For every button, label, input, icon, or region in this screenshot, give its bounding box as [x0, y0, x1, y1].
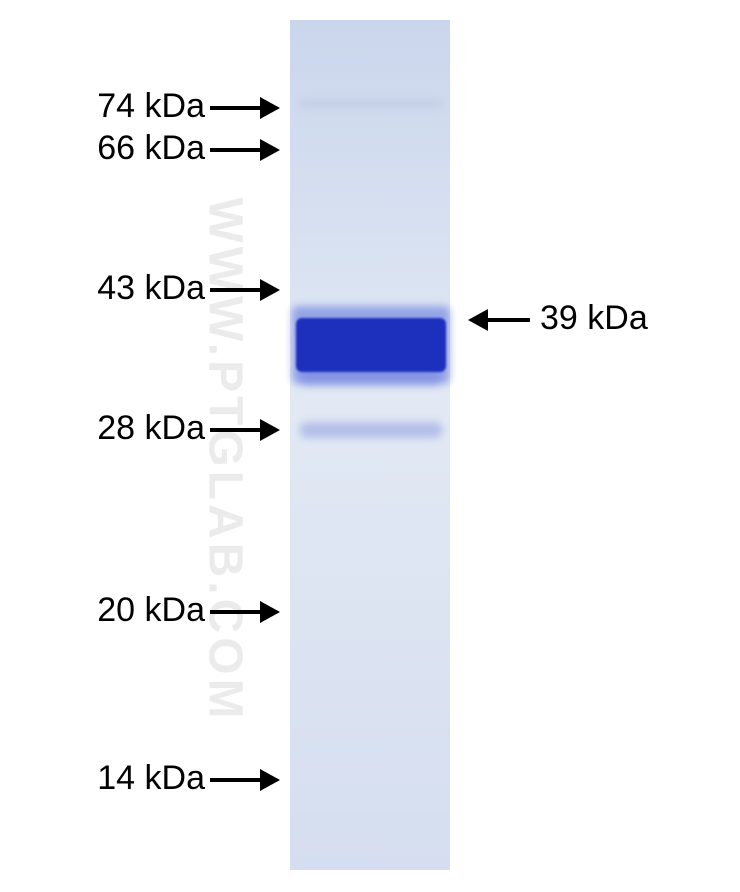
gel-figure: WWW.PTGLAB.COM 74 kDa66 kDa 43 kDa 28 kDa 20…: [0, 0, 740, 892]
ladder-label: 66 kDa: [0, 129, 205, 168]
gel-lane: [290, 20, 450, 870]
watermark-text: WWW.PTGLAB.COM: [198, 197, 253, 722]
sample-band-label: 39 kDa: [540, 299, 648, 338]
ladder-label: 20 kDa: [0, 591, 205, 630]
ladder-label: 43 kDa: [0, 269, 205, 308]
band-main-39kda-core: [296, 318, 446, 372]
band-faint-28kda: [300, 422, 442, 438]
band-faint-74kda: [298, 100, 442, 108]
ladder-label: 14 kDa: [0, 759, 205, 798]
ladder-label: 28 kDa: [0, 409, 205, 448]
ladder-label: 74 kDa: [0, 87, 205, 126]
